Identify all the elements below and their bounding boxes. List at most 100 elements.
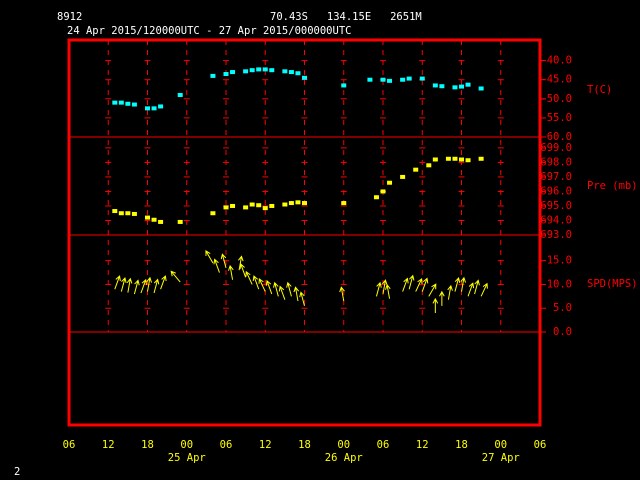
data-point bbox=[341, 201, 347, 206]
wind-arrow bbox=[146, 276, 153, 292]
page-number: 2 bbox=[14, 466, 20, 478]
wind-arrow bbox=[265, 279, 273, 295]
data-point bbox=[210, 73, 216, 78]
data-point bbox=[249, 68, 255, 73]
wind-arrow bbox=[278, 285, 286, 300]
wind-arrow bbox=[432, 297, 439, 313]
data-point bbox=[256, 67, 262, 72]
data-point bbox=[158, 104, 164, 109]
y-tick-label: 699.0 bbox=[540, 142, 572, 154]
data-point bbox=[478, 86, 484, 91]
wind-arrow bbox=[447, 284, 453, 300]
x-tick-label: 06 bbox=[63, 439, 76, 451]
data-point bbox=[223, 71, 229, 76]
station-id: 8912 bbox=[57, 11, 82, 23]
data-point bbox=[400, 174, 406, 179]
data-point bbox=[452, 85, 458, 90]
data-point bbox=[288, 201, 294, 206]
x-tick-label: 00 bbox=[337, 439, 350, 451]
data-point bbox=[125, 101, 131, 106]
x-tick-label: 18 bbox=[298, 439, 311, 451]
wind-arrow bbox=[415, 277, 423, 292]
data-point bbox=[243, 205, 249, 210]
wind-arrow bbox=[381, 279, 388, 295]
x-tick-label: 12 bbox=[259, 439, 272, 451]
wind-arrow bbox=[213, 258, 220, 273]
wind-arrow bbox=[385, 283, 391, 299]
data-point bbox=[400, 77, 406, 82]
wind-arrow bbox=[238, 255, 244, 271]
data-point bbox=[262, 206, 268, 211]
data-point bbox=[269, 68, 275, 73]
data-point bbox=[452, 156, 458, 161]
data-point bbox=[151, 217, 157, 222]
data-point bbox=[282, 69, 288, 74]
wind-arrow bbox=[467, 282, 475, 297]
data-point bbox=[302, 75, 307, 80]
data-point bbox=[262, 67, 268, 72]
data-point bbox=[380, 189, 386, 194]
data-point bbox=[177, 219, 183, 224]
data-point bbox=[282, 202, 288, 207]
data-point bbox=[118, 211, 124, 216]
data-point bbox=[151, 106, 157, 111]
y-tick-label: 5.0 bbox=[553, 302, 572, 314]
y-tick-label: -45.0 bbox=[540, 74, 572, 86]
data-point bbox=[406, 76, 412, 81]
wind-arrow bbox=[126, 277, 133, 293]
wind-arrow bbox=[428, 283, 437, 297]
y-tick-label: 698.0 bbox=[540, 156, 572, 168]
data-point bbox=[131, 102, 137, 107]
y-tick-label: 696.0 bbox=[540, 185, 572, 197]
data-point bbox=[387, 78, 393, 83]
data-point bbox=[459, 157, 464, 162]
data-point bbox=[478, 156, 484, 161]
x-tick-label: 12 bbox=[102, 439, 115, 451]
axis-label: SPD(MPS) bbox=[587, 278, 638, 290]
data-point bbox=[380, 77, 386, 82]
data-point bbox=[288, 70, 294, 75]
data-point bbox=[131, 211, 137, 216]
wind-arrow bbox=[454, 277, 461, 292]
x-tick-label: 18 bbox=[455, 439, 468, 451]
data-point bbox=[145, 215, 150, 220]
axis-label: Pre (mb) bbox=[587, 180, 638, 192]
y-tick-label: -40.0 bbox=[540, 55, 572, 67]
data-point bbox=[269, 203, 275, 208]
x-tick-label: 00 bbox=[180, 439, 193, 451]
wind-arrow bbox=[133, 279, 140, 295]
wind-arrow bbox=[205, 250, 214, 264]
data-point bbox=[439, 84, 445, 89]
wind-arrow bbox=[160, 275, 167, 290]
wind-arrow bbox=[421, 277, 429, 292]
wind-arrow bbox=[408, 274, 415, 290]
wind-arrow bbox=[273, 281, 279, 297]
data-point bbox=[341, 83, 347, 88]
marks bbox=[112, 67, 488, 313]
y-tick-label: 697.0 bbox=[540, 171, 572, 183]
x-tick-label: 06 bbox=[220, 439, 233, 451]
data-point bbox=[230, 70, 236, 75]
y-tick-label: 15.0 bbox=[547, 255, 572, 267]
x-tick-label: 18 bbox=[141, 439, 154, 451]
wind-arrow bbox=[245, 270, 253, 285]
data-point bbox=[243, 69, 249, 74]
wind-arrow bbox=[460, 276, 467, 292]
wind-arrow bbox=[286, 281, 292, 297]
data-point bbox=[145, 106, 150, 111]
data-point bbox=[256, 203, 262, 208]
data-point bbox=[223, 205, 229, 210]
wind-arrow bbox=[439, 290, 445, 306]
y-tick-label: -50.0 bbox=[540, 93, 572, 105]
wind-arrow bbox=[114, 275, 121, 290]
data-point bbox=[302, 201, 307, 206]
day-label: 26 Apr bbox=[325, 452, 363, 464]
data-point bbox=[177, 92, 183, 97]
data-point bbox=[158, 219, 164, 224]
x-tick-label: 12 bbox=[416, 439, 429, 451]
x-tick-label: 00 bbox=[494, 439, 507, 451]
x-tick-label: 06 bbox=[377, 439, 390, 451]
day-label: 27 Apr bbox=[482, 452, 520, 464]
day-label: 25 Apr bbox=[168, 452, 206, 464]
